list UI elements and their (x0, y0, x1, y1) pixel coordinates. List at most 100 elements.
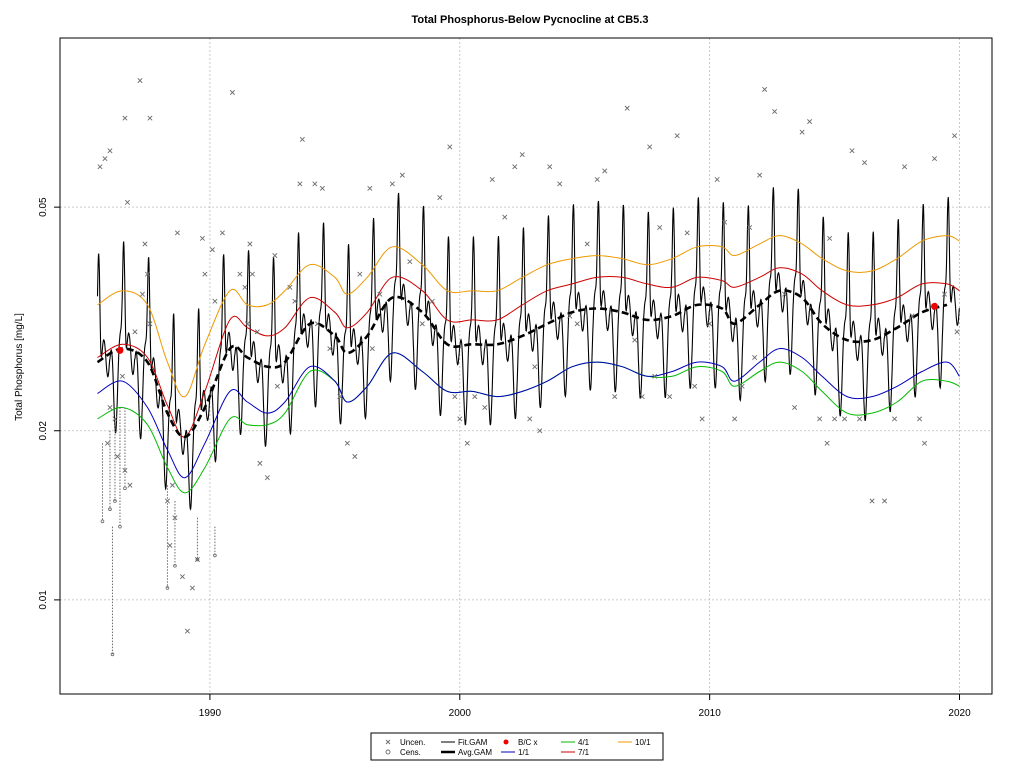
uncensored-point-1 (102, 156, 108, 162)
uncensored-point-101 (772, 108, 778, 114)
uncensored-point-21 (164, 498, 170, 504)
uncensored-point-118 (922, 440, 928, 446)
axes: 1990 2000 2010 2020 0.01 0.02 0.05 (38, 197, 971, 719)
uncensored-point-4 (124, 199, 130, 205)
uncensored-point-62 (437, 195, 443, 201)
legend-label-cens-: Cens. (400, 748, 421, 757)
uncensored-point-58 (399, 172, 405, 178)
uncensored-point-13 (104, 440, 110, 446)
uncensored-point-20 (169, 482, 175, 488)
uncensored-point-76 (557, 181, 563, 187)
uncensored-point-121 (952, 133, 958, 139)
uncensored-point-83 (624, 105, 630, 111)
uncensored-point-26 (194, 556, 200, 563)
uncensored-point-19 (174, 230, 180, 236)
uncensored-point-22 (172, 515, 178, 521)
uncensored-point-84 (632, 337, 638, 343)
uncensored-point-103 (792, 404, 798, 411)
uncensored-point-53 (352, 453, 358, 459)
uncensored-point-78 (574, 321, 580, 327)
uncensored-point-16 (127, 482, 133, 488)
uncensored-point-3 (122, 115, 128, 121)
series-10-1 (97, 235, 960, 398)
uncensored-point-52 (344, 440, 350, 446)
uncensored-point-104 (799, 129, 805, 135)
uncensored-point-82 (612, 394, 618, 400)
uncensored-point-38 (257, 460, 263, 466)
uncensored-point-79 (584, 241, 590, 247)
uncensored-point-124 (827, 235, 833, 241)
bc-point-1 (931, 302, 939, 310)
uncensored-point-39 (264, 475, 270, 481)
uncensored-point-120 (942, 291, 948, 297)
uncensored-point-98 (747, 224, 753, 231)
y-axis-label: Total Phosphorus [mg/L] (14, 313, 25, 421)
observation-points (97, 78, 960, 657)
bc-point-0 (116, 346, 124, 354)
chart-title: Total Phosphorus-Below Pycnocline at CB5… (412, 14, 649, 26)
uncensored-point-41 (249, 271, 255, 277)
uncensored-point-88 (667, 394, 673, 400)
legend-label-1-1: 1/1 (518, 748, 530, 757)
uncensored-point-44 (292, 298, 298, 304)
y-tick-label-0: 0.01 (38, 590, 49, 610)
grid-lines (60, 38, 992, 694)
censored-point-6 (165, 586, 170, 590)
uncensored-point-71 (512, 164, 518, 170)
uncensored-point-46 (299, 136, 305, 142)
x-tick-label-2010: 2010 (699, 708, 722, 719)
x-tick-label-2020: 2020 (948, 708, 971, 719)
uncensored-point-5 (137, 78, 143, 84)
series-avg-gam (96, 289, 948, 439)
uncensored-point-31 (212, 298, 218, 304)
uncensored-point-49 (314, 321, 320, 327)
y-tick-label-1: 0.02 (38, 421, 49, 441)
censored-point-1 (108, 507, 112, 512)
uncensored-point-97 (739, 383, 745, 389)
uncensored-point-109 (842, 416, 848, 422)
uncensored-point-96 (732, 416, 738, 422)
legend-label-7-1: 7/1 (578, 748, 590, 757)
legend-marker-uncen- (385, 739, 391, 745)
uncensored-point-90 (684, 230, 690, 236)
uncensored-point-99 (757, 172, 763, 178)
uncensored-point-80 (594, 176, 600, 183)
series-4-1 (97, 352, 960, 494)
uncensored-point-0 (97, 164, 103, 170)
uncensored-point-127 (532, 364, 538, 370)
uncensored-point-73 (527, 416, 533, 422)
uncensored-point-54 (357, 271, 363, 277)
uncensored-point-8 (142, 241, 148, 247)
uncensored-point-102 (782, 291, 788, 297)
uncensored-point-66 (464, 440, 470, 446)
uncensored-point-110 (849, 148, 855, 154)
uncensored-point-106 (817, 416, 823, 422)
uncensored-point-7 (144, 271, 150, 277)
censored-point-8 (195, 557, 200, 562)
uncensored-point-105 (807, 119, 813, 125)
uncensored-point-68 (482, 404, 488, 411)
uncensored-point-100 (762, 86, 768, 92)
series-1-1 (97, 348, 960, 479)
uncensored-point-81 (602, 168, 608, 174)
censored-point-7 (173, 563, 177, 568)
uncensored-point-24 (179, 574, 185, 580)
uncensored-point-125 (752, 354, 758, 361)
legend-box (370, 732, 664, 761)
uncensored-point-2 (107, 148, 113, 154)
uncensored-point-50 (327, 346, 333, 352)
uncensored-point-107 (824, 440, 830, 446)
censored-point-0 (100, 519, 105, 524)
uncensored-point-36 (247, 241, 253, 247)
uncensored-point-86 (647, 144, 653, 150)
uncensored-point-70 (502, 214, 508, 220)
uncensored-point-74 (537, 428, 543, 434)
uncensored-point-67 (472, 394, 478, 400)
uncensored-point-11 (112, 416, 118, 422)
uncensored-point-18 (147, 321, 153, 327)
uncensored-point-47 (312, 181, 318, 187)
uncensored-point-33 (229, 89, 235, 95)
uncensored-point-29 (202, 271, 208, 277)
